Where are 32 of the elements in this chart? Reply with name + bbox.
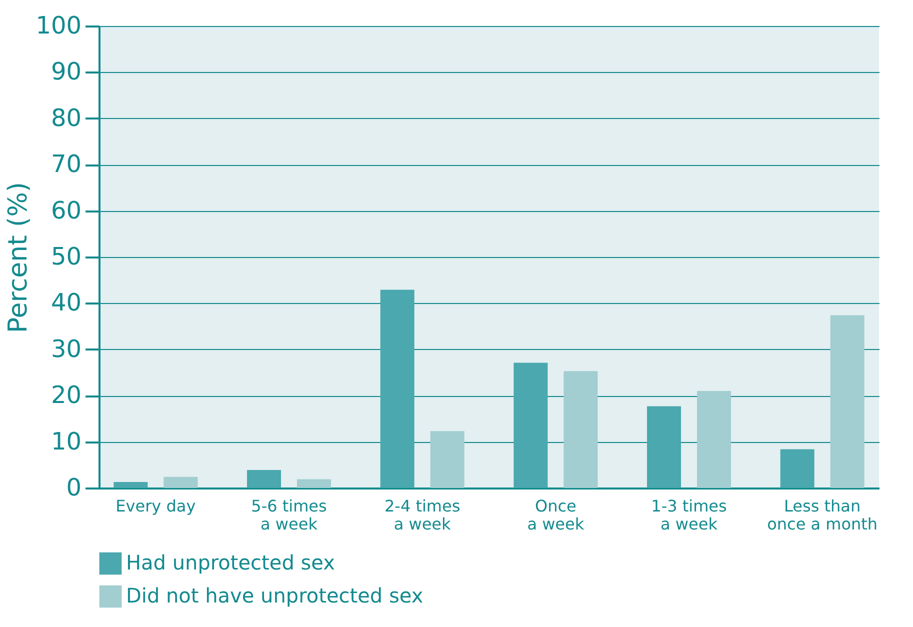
- bar: [247, 470, 281, 488]
- x-tick-label: 1-3 times a week: [651, 496, 727, 534]
- x-tick-label: 5-6 times a week: [251, 496, 327, 534]
- bar: [430, 431, 464, 488]
- y-tick-label: 0: [66, 474, 82, 502]
- y-tick-label: 50: [50, 242, 82, 270]
- x-tick-label: Every day: [116, 496, 196, 516]
- y-tick-label: 40: [50, 288, 82, 317]
- y-tick-label: 100: [36, 12, 82, 40]
- x-tick-label: Less than once a month: [767, 496, 878, 534]
- legend-label: Had unprotected sex: [126, 550, 336, 574]
- bar: [297, 479, 331, 488]
- bar: [780, 449, 814, 488]
- bar: [564, 371, 598, 488]
- bar: [830, 315, 864, 488]
- y-tick-label: 30: [50, 334, 82, 363]
- bar: [514, 362, 548, 488]
- legend-label: Did not have unprotected sex: [126, 584, 424, 608]
- bar: [164, 476, 198, 488]
- y-tick-label: 10: [50, 427, 82, 456]
- bar: [380, 290, 414, 488]
- x-tick-label: 2-4 times a week: [384, 496, 460, 534]
- y-axis-title: Percent (%): [4, 182, 34, 334]
- x-tick-label: Once a week: [527, 496, 585, 534]
- y-tick-label: 90: [50, 58, 82, 86]
- bar: [647, 406, 681, 488]
- y-tick-label: 70: [50, 150, 82, 178]
- y-tick-label: 20: [50, 381, 82, 410]
- y-tick-label: 80: [50, 104, 82, 132]
- bar: [114, 482, 148, 488]
- bar: [697, 390, 731, 488]
- y-tick-label: 60: [50, 196, 82, 224]
